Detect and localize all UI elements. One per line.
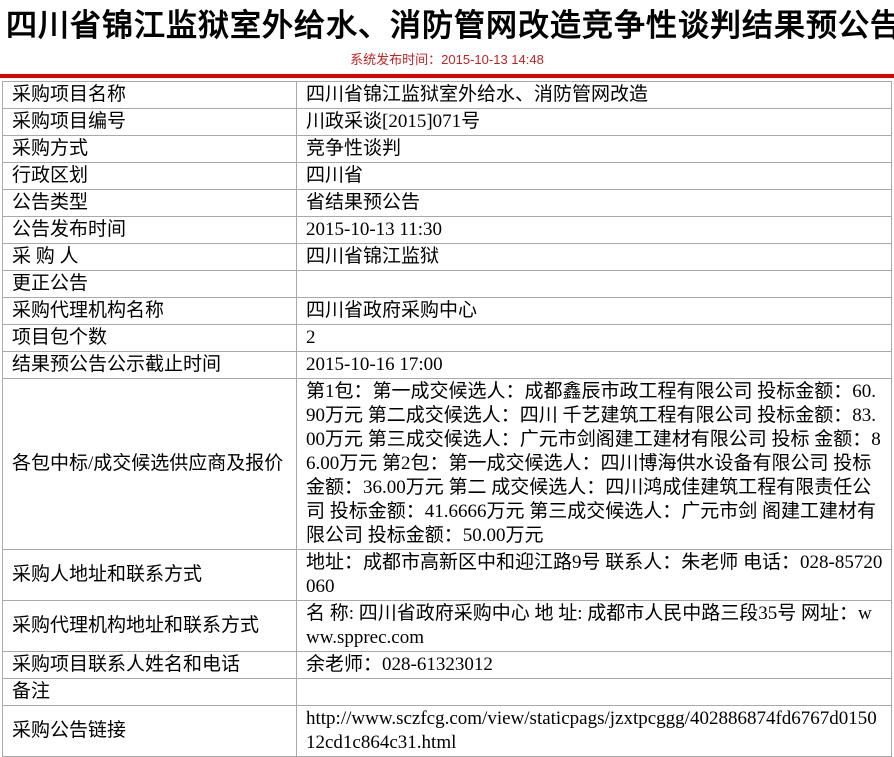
row-value: 川政采谈[2015]071号 (296, 108, 892, 136)
table-row-publicity-deadline: 结果预公告公示截止时间 2015-10-16 17:00 (2, 351, 892, 379)
table-row-purchaser: 采 购 人 四川省锦江监狱 (2, 243, 892, 271)
row-value: 省结果预公告 (296, 189, 892, 217)
table-row-project-number: 采购项目编号 川政采谈[2015]071号 (2, 108, 892, 136)
row-value: 2015-10-13 11:30 (296, 216, 892, 244)
row-value: 四川省 (296, 162, 892, 190)
procurement-info-table: 采购项目名称 四川省锦江监狱室外给水、消防管网改造 采购项目编号 川政采谈[20… (2, 81, 892, 757)
row-value: 2 (296, 324, 892, 352)
row-label: 备注 (2, 678, 297, 706)
table-row-correction-notice: 更正公告 (2, 270, 892, 298)
row-value: 名 称: 四川省政府采购中心 地 址: 成都市人民中路三段35号 网址：www.… (296, 600, 892, 652)
table-row-purchaser-contact: 采购人地址和联系方式 地址：成都市高新区中和迎江路9号 联系人：朱老师 电话：0… (2, 549, 892, 601)
announcement-link-url[interactable]: http://www.sczfcg.com/view/staticpags/jz… (296, 705, 892, 757)
row-label: 采购项目名称 (2, 81, 297, 109)
table-row-project-contact: 采购项目联系人姓名和电话 余老师：028-61323012 (2, 651, 892, 679)
row-label: 采购代理机构名称 (2, 297, 297, 325)
row-value: 余老师：028-61323012 (296, 651, 892, 679)
row-label: 采购人地址和联系方式 (2, 549, 297, 601)
table-row-announcement-type: 公告类型 省结果预公告 (2, 189, 892, 217)
red-divider-rule (0, 74, 894, 78)
table-row-announcement-time: 公告发布时间 2015-10-13 11:30 (2, 216, 892, 244)
table-row-project-name: 采购项目名称 四川省锦江监狱室外给水、消防管网改造 (2, 81, 892, 109)
publish-time: 系统发布时间：2015-10-13 14:48 (350, 52, 544, 67)
table-row-announcement-link: 采购公告链接 http://www.sczfcg.com/view/static… (2, 705, 892, 757)
row-label: 公告发布时间 (2, 216, 297, 244)
row-label: 行政区划 (2, 162, 297, 190)
row-label: 项目包个数 (2, 324, 297, 352)
table-row-agency-name: 采购代理机构名称 四川省政府采购中心 (2, 297, 892, 325)
row-label: 公告类型 (2, 189, 297, 217)
row-value: 四川省锦江监狱室外给水、消防管网改造 (296, 81, 892, 109)
row-value: 竞争性谈判 (296, 135, 892, 163)
row-label: 采购项目编号 (2, 108, 297, 136)
row-value: 四川省政府采购中心 (296, 297, 892, 325)
row-value: 地址：成都市高新区中和迎江路9号 联系人：朱老师 电话：028-85720060 (296, 549, 892, 601)
row-label: 采购代理机构地址和联系方式 (2, 600, 297, 652)
row-label: 采 购 人 (2, 243, 297, 271)
page-title: 四川省锦江监狱室外给水、消防管网改造竞争性谈判结果预公告 (6, 8, 894, 43)
row-value: 第1包：第一成交候选人：成都鑫辰市政工程有限公司 投标金额：60.90万元 第二… (296, 378, 892, 550)
row-value: 四川省锦江监狱 (296, 243, 892, 271)
row-label: 采购公告链接 (2, 705, 297, 757)
row-value (296, 270, 892, 298)
row-label: 采购项目联系人姓名和电话 (2, 651, 297, 679)
table-row-package-count: 项目包个数 2 (2, 324, 892, 352)
row-label: 采购方式 (2, 135, 297, 163)
row-label: 各包中标/成交候选供应商及报价 (2, 378, 297, 550)
row-value: 2015-10-16 17:00 (296, 351, 892, 379)
table-row-procurement-method: 采购方式 竞争性谈判 (2, 135, 892, 163)
row-value (296, 678, 892, 706)
table-row-remarks: 备注 (2, 678, 892, 706)
row-label: 更正公告 (2, 270, 297, 298)
row-label: 结果预公告公示截止时间 (2, 351, 297, 379)
table-row-candidate-suppliers: 各包中标/成交候选供应商及报价 第1包：第一成交候选人：成都鑫辰市政工程有限公司… (2, 378, 892, 550)
table-row-agency-contact: 采购代理机构地址和联系方式 名 称: 四川省政府采购中心 地 址: 成都市人民中… (2, 600, 892, 652)
table-row-admin-region: 行政区划 四川省 (2, 162, 892, 190)
